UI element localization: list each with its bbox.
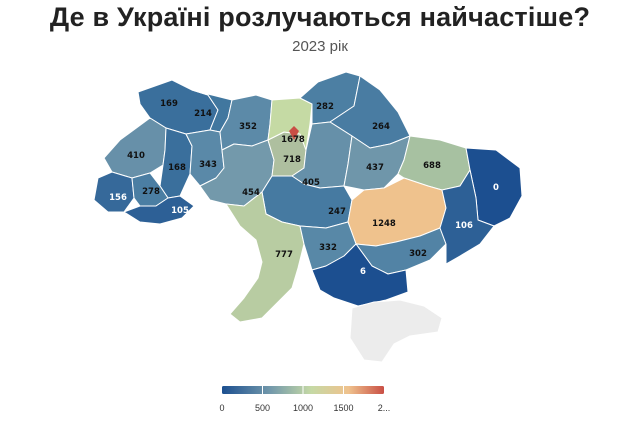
region-value-label: 6: [360, 267, 366, 277]
region-value-label: 247: [328, 207, 346, 217]
region-value-label: 1248: [372, 219, 396, 229]
region-25[interactable]: [311, 243, 409, 307]
region-value-label: 1678: [281, 135, 305, 145]
region-value-label: 264: [372, 122, 390, 132]
region-9[interactable]: [123, 195, 195, 225]
region-value-label: 454: [242, 188, 260, 198]
page-subtitle: 2023 рік: [292, 38, 348, 55]
region-value-label: 688: [423, 161, 441, 171]
region-value-label: 168: [168, 163, 186, 173]
labels-layer: 169 214 410 168 343 352 156 278 105 454 718 1678 282…: [109, 99, 499, 277]
region-value-label: 156: [109, 193, 127, 203]
region-21[interactable]: [225, 191, 305, 323]
legend-tick-label: 0: [219, 403, 224, 413]
region-value-label: 106: [455, 221, 473, 231]
color-legend: 0 500 1000 1500 2...: [219, 386, 390, 413]
kyiv-city-marker: [289, 126, 299, 140]
region-value-label: 214: [194, 109, 212, 119]
legend-tick-label: 500: [255, 403, 270, 413]
region-value-label: 343: [199, 160, 217, 170]
region-value-label: 718: [283, 155, 301, 165]
region-value-label: 405: [302, 178, 320, 188]
region-value-label: 352: [239, 122, 257, 132]
region-value-label: 105: [171, 206, 189, 216]
regions-layer: [93, 71, 523, 363]
region-3[interactable]: [103, 117, 167, 179]
region-value-label: 437: [366, 163, 384, 173]
region-value-label: 410: [127, 151, 145, 161]
legend-tick-label: 2...: [378, 403, 391, 413]
region-24[interactable]: [439, 169, 495, 265]
region-value-label: 332: [319, 243, 337, 253]
legend-tick-label: 1000: [293, 403, 313, 413]
region-value-label: 302: [409, 249, 427, 259]
page-title: Де в Україні розлучаються найчастіше?: [49, 2, 591, 32]
region-value-label: 278: [142, 187, 160, 197]
region-value-label: 777: [275, 250, 293, 260]
legend-tick-label: 1500: [333, 403, 353, 413]
region-7[interactable]: [93, 171, 135, 213]
region-value-label: 282: [316, 102, 334, 112]
region-unlabeled[interactable]: [349, 299, 443, 363]
region-value-label: 169: [160, 99, 178, 109]
region-value-label: 0: [493, 183, 499, 193]
